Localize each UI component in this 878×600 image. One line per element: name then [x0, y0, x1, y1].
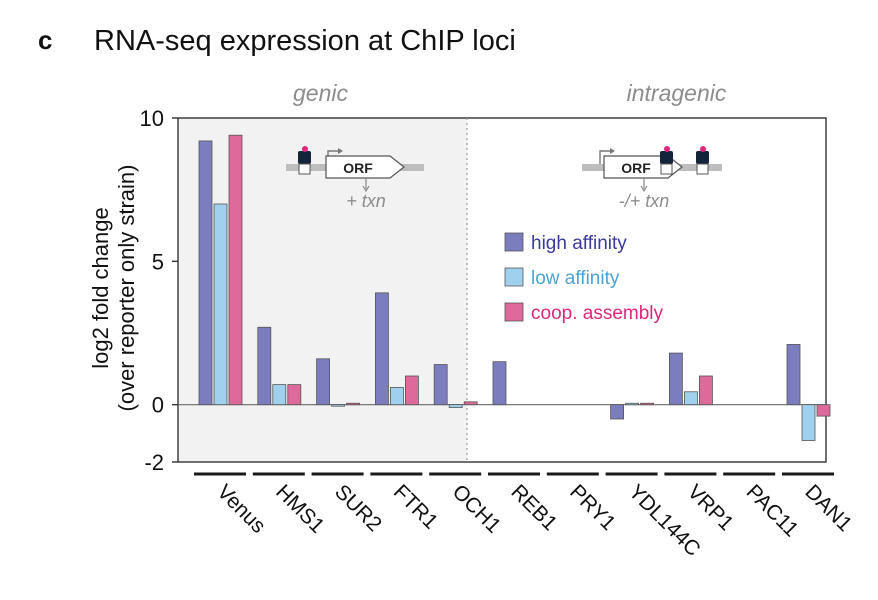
binding-protein	[660, 151, 673, 164]
txn-caption: -/+ txn	[619, 191, 670, 211]
bar	[699, 375, 713, 406]
promoter-arrowhead	[610, 148, 615, 154]
region-label-intragenic: intragenic	[627, 80, 727, 106]
legend-label: high affinity	[531, 233, 627, 254]
x-tick-label: PRY1	[565, 480, 620, 535]
intragenic-schematic: ORF -/+ txn	[582, 146, 722, 211]
orf-label: ORF	[343, 160, 373, 176]
plot-area: genic intragenic 10 5 0 -2 Venus HMS1 SUR2 FTR1 OC…	[140, 80, 857, 561]
bar	[492, 361, 507, 406]
x-tick-label: Venus	[212, 480, 270, 538]
binding-tag	[700, 146, 706, 152]
legend-swatch	[504, 302, 524, 322]
y-tick-label: -2	[144, 450, 164, 475]
bar	[272, 384, 287, 406]
binding-site	[696, 163, 709, 175]
binding-tag	[302, 146, 308, 152]
bar	[625, 402, 639, 406]
bar	[331, 404, 346, 407]
x-tick-label: FTR1	[389, 480, 442, 533]
bar	[228, 134, 243, 406]
binding-site	[660, 163, 673, 175]
region-label-genic: genic	[293, 80, 348, 106]
bar	[346, 402, 361, 406]
x-tick-label: SUR2	[330, 480, 386, 536]
txn-arrowhead	[362, 185, 370, 193]
x-tick-label: DAN1	[800, 480, 856, 536]
binding-tag	[664, 146, 670, 152]
bar	[669, 352, 683, 406]
bar	[389, 387, 404, 406]
binding-site	[298, 163, 311, 175]
bar	[610, 404, 624, 420]
bar	[213, 203, 228, 406]
legend-label: coop. assembly	[531, 303, 664, 324]
y-tick-label: 0	[152, 393, 164, 418]
y-tick-label: 10	[140, 106, 164, 131]
genic-schematic: ORF + txn	[286, 146, 424, 211]
y-axis-label-line1: log2 fold change	[88, 207, 113, 368]
y-axis-label-line2: (over reporter only strain)	[114, 165, 139, 412]
txn-caption: + txn	[346, 191, 386, 211]
bar	[640, 402, 654, 406]
bar	[374, 292, 389, 406]
y-axis-label: log2 fold change (over reporter only str…	[88, 165, 139, 412]
bar	[198, 140, 213, 406]
promoter-arrow	[599, 150, 612, 164]
promoter-arrowhead	[338, 148, 343, 154]
x-tick-label: PAC11	[742, 480, 803, 541]
x-tick-label: HMS1	[271, 480, 329, 538]
bar	[684, 391, 698, 406]
chart-title: RNA-seq expression at ChIP loci	[94, 25, 516, 57]
legend-swatch	[504, 267, 524, 287]
bar	[287, 384, 302, 406]
bar	[801, 404, 816, 441]
bar	[816, 404, 831, 417]
bar	[316, 358, 331, 406]
bar	[257, 326, 272, 406]
orf-label: ORF	[621, 160, 651, 176]
bar	[463, 401, 478, 406]
x-tick-label: REB1	[506, 480, 561, 535]
panel-letter: c	[38, 25, 52, 55]
binding-protein	[298, 151, 311, 164]
legend-label: low affinity	[531, 268, 620, 289]
bar	[448, 404, 463, 408]
txn-arrowhead	[640, 185, 648, 193]
bar	[786, 344, 801, 406]
binding-protein	[696, 151, 709, 164]
legend-swatch	[504, 232, 524, 252]
y-tick-label: 5	[152, 249, 164, 274]
bar	[433, 364, 448, 406]
orf-box	[325, 155, 405, 179]
x-tick-label: OCH1	[448, 480, 506, 538]
bar	[404, 375, 419, 406]
x-tick-label: VRP1	[683, 480, 738, 535]
plot-frame	[177, 117, 827, 463]
